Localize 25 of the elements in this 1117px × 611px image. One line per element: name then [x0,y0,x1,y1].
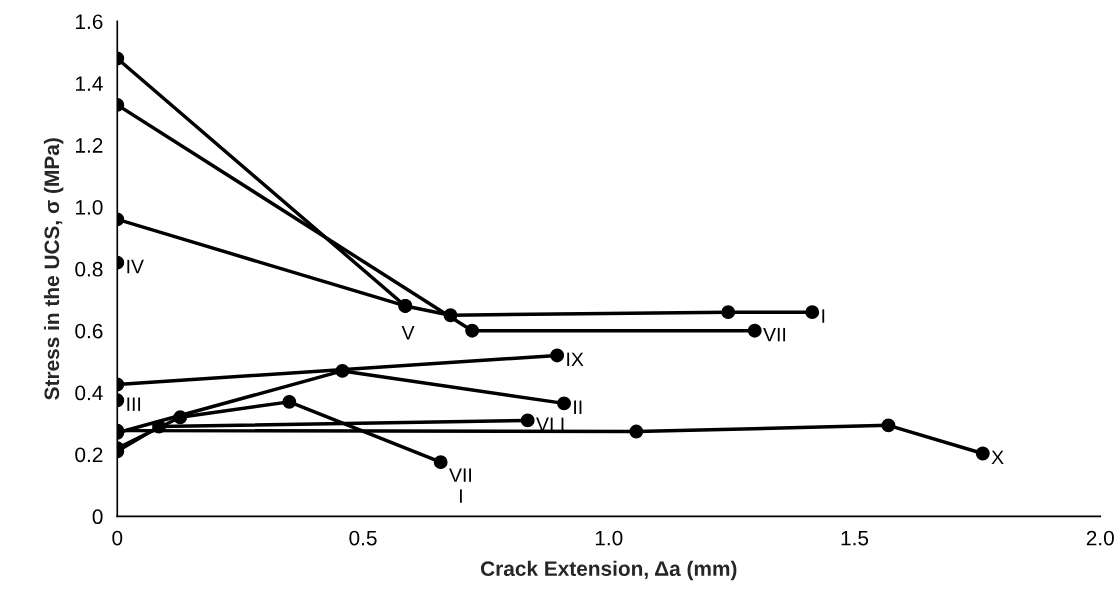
series-label: IX [567,352,584,367]
x-tick-label: 1.0 [595,530,623,546]
y-axis-title: Stress in the UCS, σ (MPa) [43,138,64,400]
series-label: X [991,450,1004,465]
series-label: VII [763,327,786,342]
x-tick-label: 1.5 [841,530,869,546]
x-axis-title: Crack Extension, Δa (mm) [480,560,737,581]
y-tick-label: 0.6 [75,323,103,339]
x-tick-label: 0 [112,530,123,546]
y-tick-label: 0.2 [75,447,103,463]
series-label: III [127,397,141,411]
series-label: VII I [449,468,471,503]
series-label: II [574,400,582,414]
series-label: V [401,326,415,340]
y-tick-label: 1.0 [76,199,103,215]
x-tick-label: 0.5 [349,530,377,546]
y-tick-label: 0 [92,509,103,525]
y-tick-label: 0.4 [75,385,103,401]
y-tick-label: 1.2 [76,138,103,153]
series-label: I [822,309,825,323]
x-tick-label: 2.0 [1086,530,1114,546]
y-tick-label: 1.4 [76,76,103,91]
y-tick-label: 0.8 [75,261,103,277]
series-label: IV [127,259,144,274]
y-tick-label: 1.6 [76,14,103,30]
